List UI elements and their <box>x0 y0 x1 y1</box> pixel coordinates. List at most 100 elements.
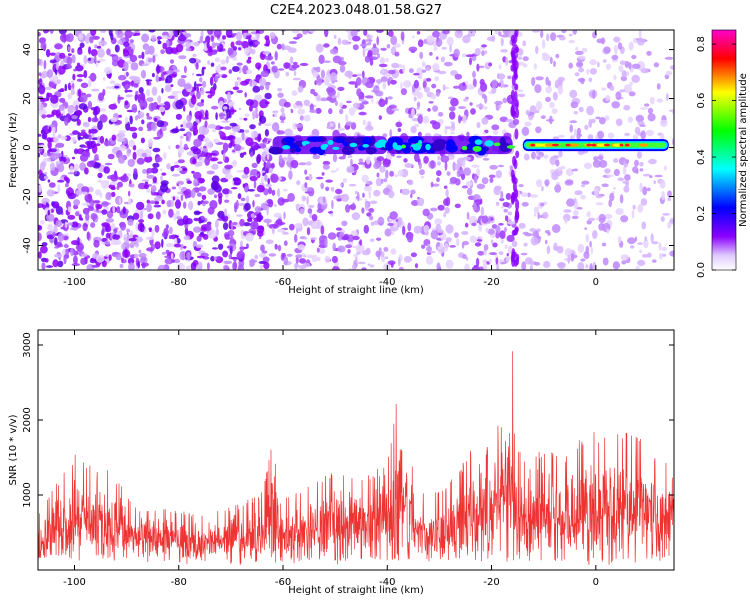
snr-x-axis-label: Height of straight line (km) <box>288 585 424 596</box>
noise-speck <box>348 81 357 85</box>
noise-speck <box>146 199 150 204</box>
noise-speck <box>330 186 335 192</box>
noise-speck <box>82 122 88 126</box>
noise-speck <box>202 80 207 88</box>
noise-speck <box>671 108 674 115</box>
colorbar-ticks: 0.00.20.40.60.8 <box>696 36 736 278</box>
noise-speck <box>44 258 49 263</box>
noise-speck <box>209 200 218 210</box>
colorbar: 0.00.20.40.60.8 Normalized spectral ampl… <box>696 29 749 278</box>
noise-speck <box>294 233 298 243</box>
noise-speck <box>148 102 155 112</box>
noise-speck <box>632 204 636 210</box>
noise-speck <box>282 188 288 192</box>
noise-speck <box>129 54 138 63</box>
noise-speck <box>281 112 286 118</box>
noise-speck <box>38 152 41 158</box>
noise-speck <box>417 131 422 138</box>
noise-speck <box>222 106 228 110</box>
gap-speck <box>515 150 520 159</box>
noise-speck <box>534 84 542 94</box>
noise-speck <box>108 254 112 261</box>
noise-speck <box>193 171 202 180</box>
noise-speck <box>141 119 145 125</box>
noise-speck <box>236 250 245 260</box>
noise-speck <box>639 182 643 193</box>
noise-speck <box>546 33 550 42</box>
noise-speck <box>387 222 394 227</box>
noise-speck <box>227 229 235 237</box>
noise-speck <box>304 169 308 175</box>
snr-line-segment <box>439 351 574 562</box>
noise-speck <box>502 201 510 208</box>
noise-speck <box>53 136 60 144</box>
noise-speck <box>172 65 177 70</box>
noise-speck <box>139 211 144 221</box>
noise-speck <box>197 192 202 197</box>
noise-speck <box>354 169 357 174</box>
noise-speck <box>398 257 401 267</box>
noise-speck <box>664 56 674 60</box>
noise-speck <box>274 51 278 61</box>
noise-speck <box>234 137 242 144</box>
noise-speck <box>127 159 135 167</box>
noise-speck <box>488 174 496 179</box>
noise-speck <box>485 227 489 233</box>
noise-speck <box>481 215 489 224</box>
noise-speck <box>139 99 144 109</box>
noise-speck <box>262 50 271 55</box>
noise-speck <box>628 91 636 97</box>
noise-speck <box>534 109 540 114</box>
noise-speck <box>431 93 437 100</box>
x-tick-label: 0 <box>593 577 599 588</box>
noise-speck <box>169 59 175 64</box>
noise-speck <box>535 179 543 188</box>
gap-speck <box>512 229 517 236</box>
noise-speck <box>324 30 329 38</box>
noise-speck <box>254 206 262 213</box>
noise-speck <box>341 220 348 227</box>
noise-speck <box>567 254 571 264</box>
heatmap-plot-area <box>38 30 674 270</box>
noise-speck <box>226 245 234 249</box>
noise-speck <box>231 187 238 190</box>
noise-speck <box>315 43 324 53</box>
noise-speck <box>598 223 605 231</box>
noise-speck <box>545 96 551 103</box>
noise-speck <box>320 69 325 79</box>
noise-speck <box>530 236 539 246</box>
noise-speck <box>315 107 322 114</box>
noise-speck <box>628 62 632 70</box>
noise-speck <box>122 249 131 258</box>
noise-speck <box>109 80 116 85</box>
noise-speck <box>250 151 253 158</box>
band-highlight <box>320 144 327 150</box>
noise-speck <box>596 130 605 140</box>
noise-speck <box>259 264 264 270</box>
noise-speck <box>461 53 467 58</box>
noise-speck <box>389 170 394 177</box>
noise-speck <box>364 39 373 42</box>
noise-speck <box>124 116 129 124</box>
noise-speck <box>228 190 233 194</box>
noise-speck <box>268 199 274 208</box>
band-blob <box>268 146 284 155</box>
noise-speck <box>656 83 661 90</box>
noise-speck <box>253 180 257 189</box>
noise-speck <box>283 240 288 246</box>
noise-speck <box>163 227 169 237</box>
noise-speck <box>387 260 396 266</box>
noise-speck <box>161 87 164 94</box>
noise-speck <box>287 192 295 202</box>
noise-speck <box>129 39 134 43</box>
noise-speck <box>373 189 381 197</box>
noise-speck <box>422 208 430 217</box>
gap-speck <box>511 192 516 200</box>
noise-speck <box>456 238 460 247</box>
noise-speck <box>260 170 266 174</box>
noise-speck <box>203 137 210 143</box>
noise-speck <box>110 174 119 182</box>
noise-speck <box>276 43 283 50</box>
noise-speck <box>213 138 220 144</box>
noise-speck <box>81 129 86 133</box>
